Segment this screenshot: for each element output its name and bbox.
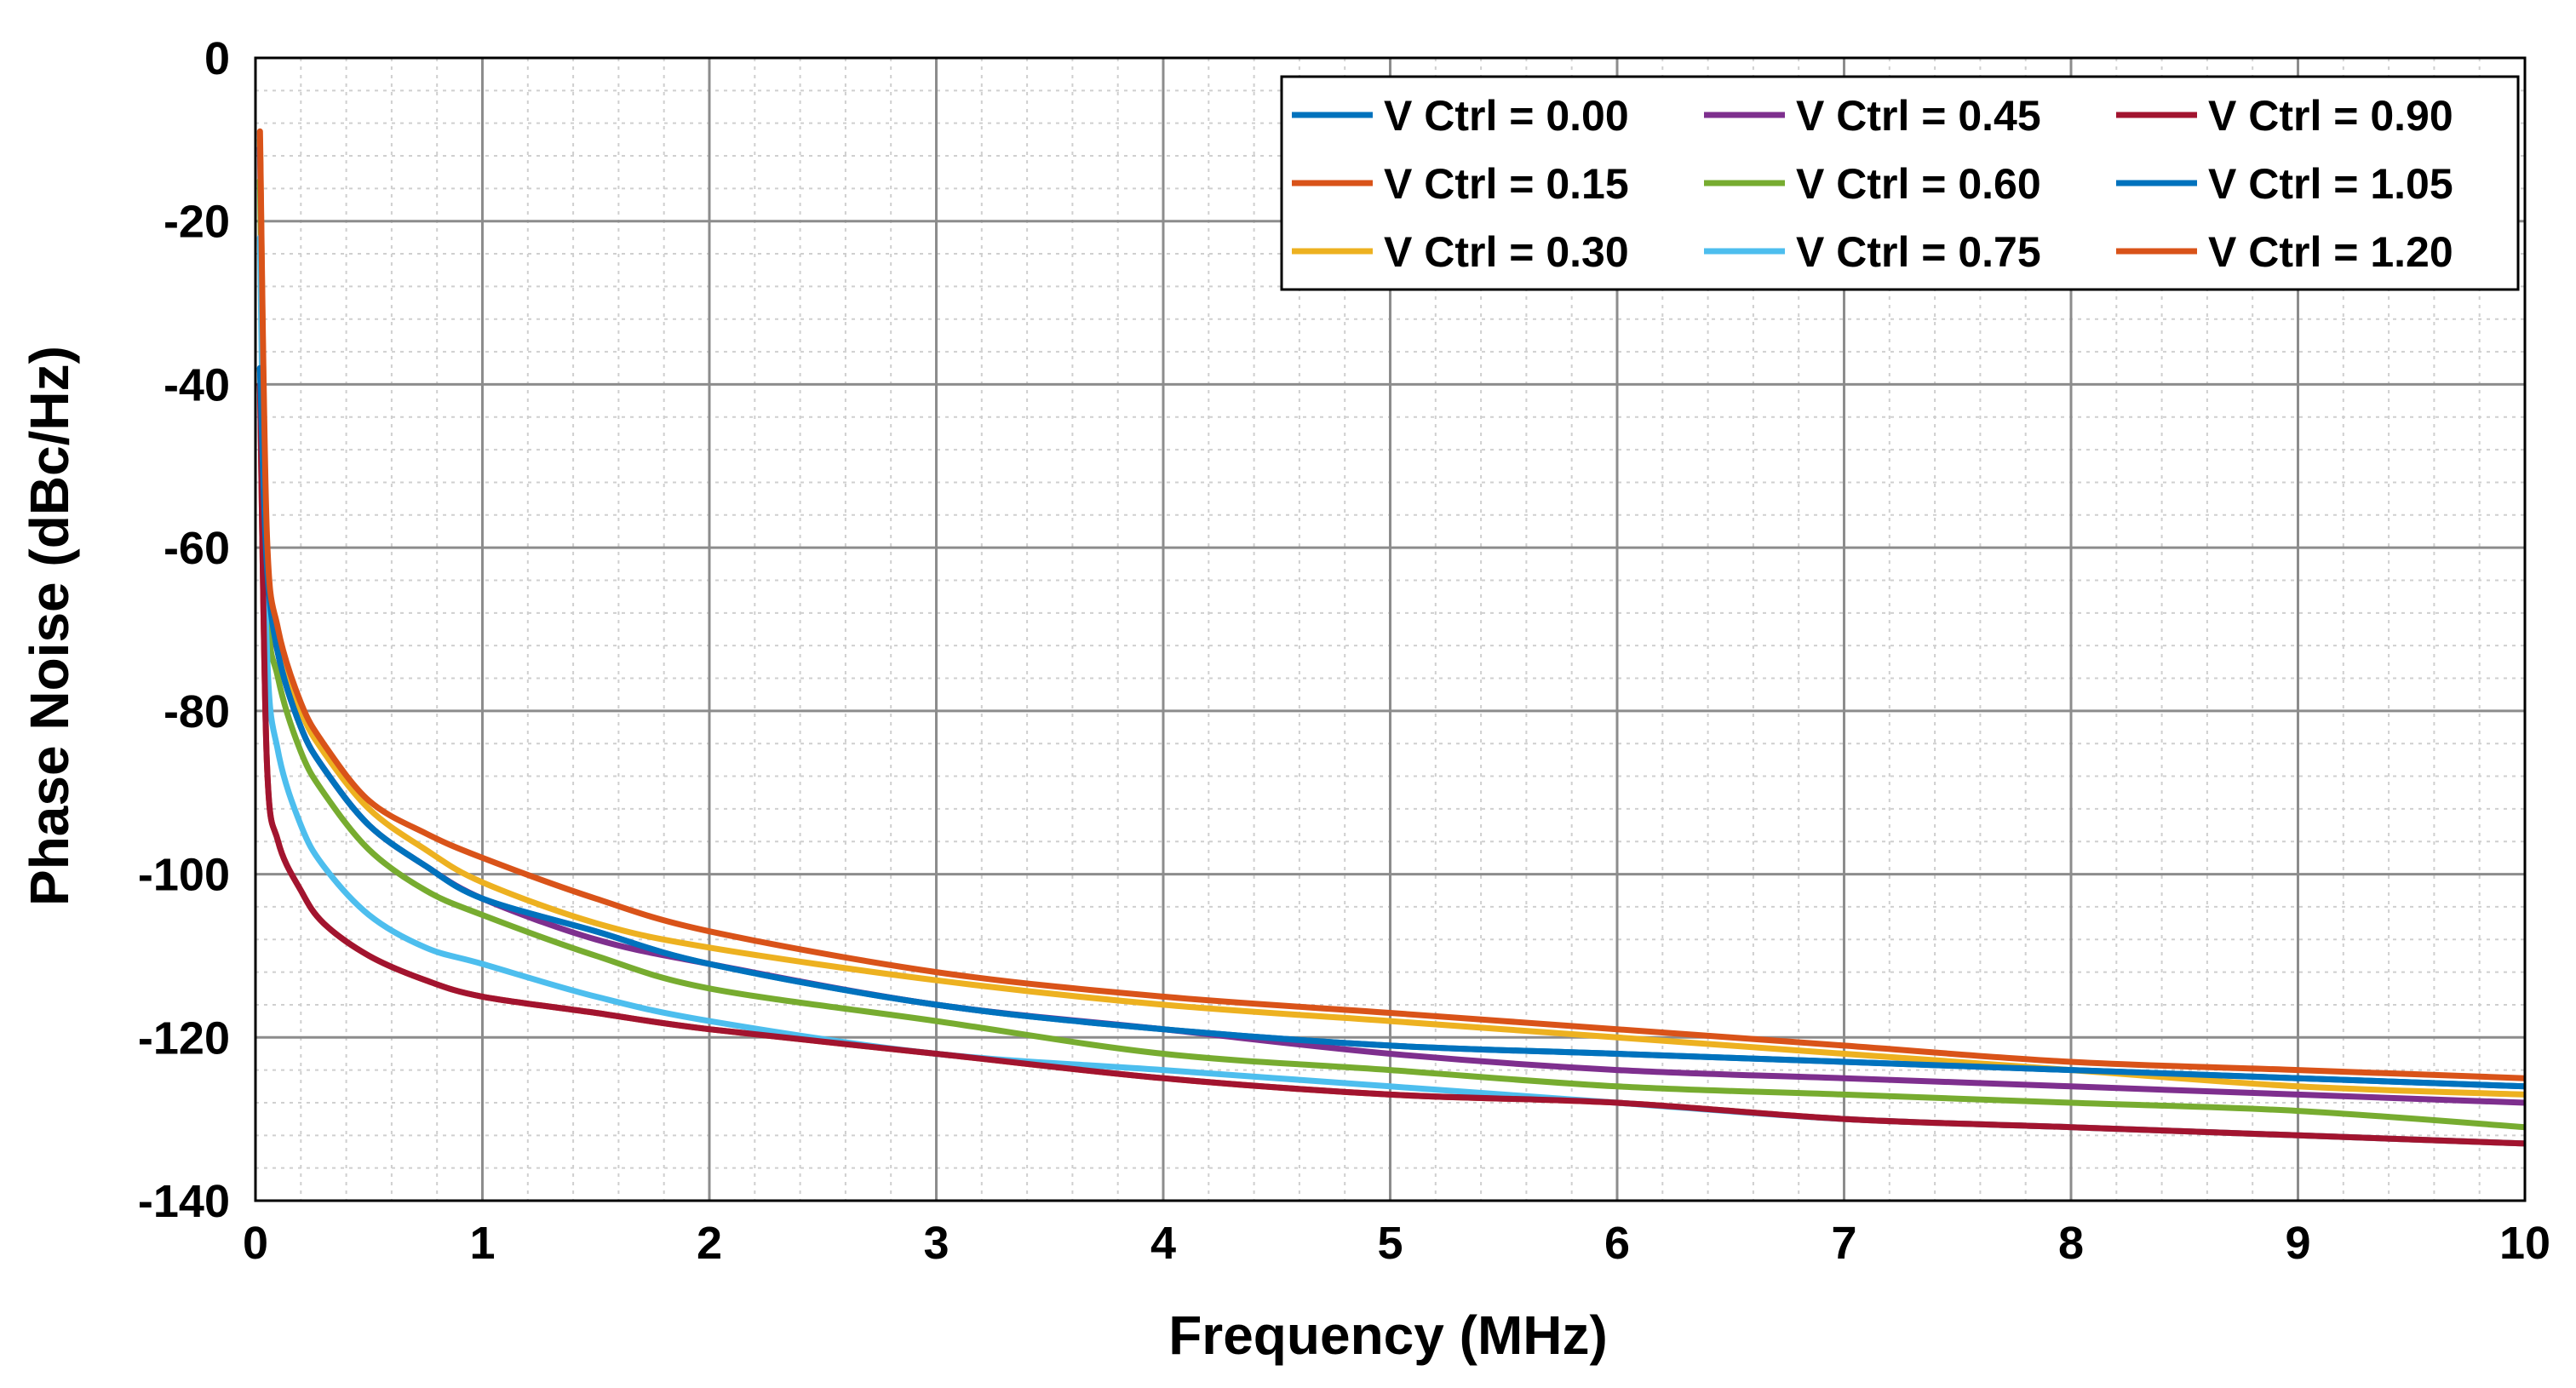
y-tick-label: -20 bbox=[164, 197, 230, 248]
series-line bbox=[256, 364, 2525, 1090]
legend-label: V Ctrl = 0.90 bbox=[2208, 92, 2453, 140]
series-lines bbox=[256, 128, 2525, 1147]
y-tick-labels: 0 -20 -40 -60 -80 -100 -120 -140 bbox=[138, 33, 230, 1227]
series-line bbox=[256, 128, 2525, 1081]
legend-label: V Ctrl = 1.05 bbox=[2208, 160, 2453, 208]
legend-label: V Ctrl = 1.20 bbox=[2208, 228, 2453, 276]
y-tick-label: -120 bbox=[138, 1012, 230, 1064]
x-tick-label: 10 bbox=[2499, 1218, 2550, 1269]
legend-label: V Ctrl = 0.45 bbox=[1796, 92, 2041, 140]
x-tick-label: 3 bbox=[923, 1218, 949, 1269]
x-tick-label: 9 bbox=[2285, 1218, 2310, 1269]
legend-label: V Ctrl = 0.15 bbox=[1384, 160, 1629, 208]
y-tick-label: -140 bbox=[138, 1176, 230, 1227]
plot-frame bbox=[254, 56, 2527, 1202]
x-tick-label: 7 bbox=[1831, 1218, 1856, 1269]
y-tick-label: -80 bbox=[164, 686, 230, 737]
y-tick-label: 0 bbox=[204, 33, 230, 84]
x-tick-label: 1 bbox=[469, 1218, 495, 1269]
y-tick-label: -100 bbox=[138, 850, 230, 901]
x-tick-labels: 0 1 2 3 4 5 6 7 8 9 10 bbox=[243, 1218, 2550, 1269]
x-axis-title: Frequency (MHz) bbox=[1168, 1305, 1608, 1366]
legend-label: V Ctrl = 0.75 bbox=[1796, 228, 2041, 276]
legend-box bbox=[1280, 75, 2520, 291]
x-tick-label: 4 bbox=[1150, 1218, 1176, 1269]
x-tick-label: 8 bbox=[2058, 1218, 2084, 1269]
y-axis-title: Phase Noise (dBc/Hz) bbox=[19, 346, 80, 906]
series-line bbox=[256, 381, 2525, 1147]
x-tick-label: 5 bbox=[1377, 1218, 1403, 1269]
legend-label: V Ctrl = 0.00 bbox=[1384, 92, 1629, 140]
legend-label: V Ctrl = 0.60 bbox=[1796, 160, 2041, 208]
y-tick-label: -40 bbox=[164, 359, 230, 410]
series-line bbox=[256, 177, 2525, 1131]
y-tick-label: -60 bbox=[164, 523, 230, 574]
x-tick-label: 0 bbox=[243, 1218, 268, 1269]
legend-label: V Ctrl = 0.30 bbox=[1384, 228, 1629, 276]
x-tick-label: 2 bbox=[697, 1218, 722, 1269]
legend: V Ctrl = 0.00 V Ctrl = 0.15 V Ctrl = 0.30 V… bbox=[1280, 75, 2520, 291]
x-tick-label: 6 bbox=[1604, 1218, 1630, 1269]
